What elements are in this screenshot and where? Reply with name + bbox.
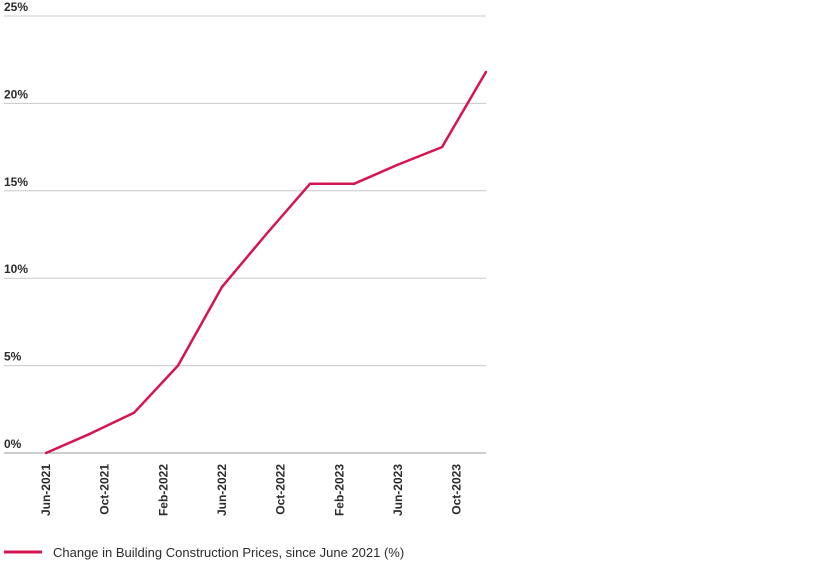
x-tick-label: Jun-2022 bbox=[215, 464, 229, 516]
data-point bbox=[440, 145, 444, 149]
data-point bbox=[484, 70, 488, 74]
x-tick-label: Oct-2022 bbox=[274, 464, 288, 515]
data-point bbox=[308, 182, 312, 185]
series-lines bbox=[44, 70, 488, 455]
y-tick-label: 15% bbox=[4, 175, 28, 189]
y-axis-ticks: 0% 5% 10% 15% 20% 25% bbox=[4, 0, 28, 451]
data-point bbox=[352, 182, 356, 185]
y-tick-label: 5% bbox=[4, 350, 22, 364]
x-tick-label: Feb-2022 bbox=[156, 464, 170, 516]
data-point bbox=[264, 233, 268, 236]
data-point bbox=[132, 411, 136, 414]
series-line bbox=[45, 71, 488, 455]
legend-label: Change in Building Construction Prices, … bbox=[53, 545, 404, 560]
legend: Change in Building Construction Prices, … bbox=[4, 545, 404, 560]
y-tick-label: 20% bbox=[4, 87, 28, 101]
data-point bbox=[220, 285, 224, 289]
data-point bbox=[396, 163, 400, 166]
gridlines bbox=[4, 15, 486, 454]
x-tick-label: Oct-2023 bbox=[450, 464, 464, 515]
data-point bbox=[88, 432, 92, 435]
x-tick-label: Oct-2021 bbox=[98, 464, 112, 515]
data-point bbox=[176, 364, 180, 367]
y-tick-label: 0% bbox=[4, 437, 22, 451]
data-point bbox=[44, 451, 48, 455]
x-tick-label: Jun-2021 bbox=[39, 464, 53, 516]
y-tick-label: 25% bbox=[4, 0, 28, 14]
x-tick-label: Feb-2023 bbox=[332, 464, 346, 516]
x-tick-label: Jun-2023 bbox=[391, 464, 405, 516]
y-tick-label: 10% bbox=[4, 262, 28, 276]
x-axis-ticks: Jun-2021 Oct-2021 Feb-2022 Jun-2022 Oct-2022… bbox=[39, 464, 464, 516]
